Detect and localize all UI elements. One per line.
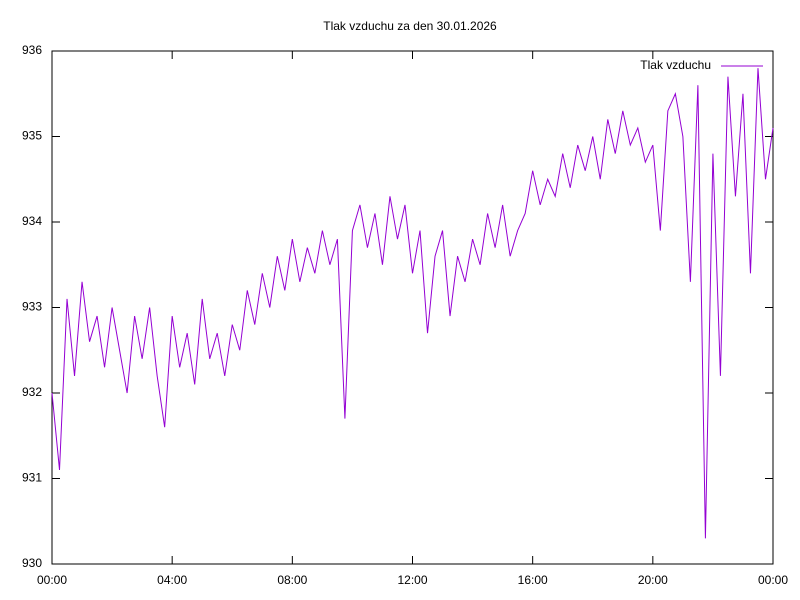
x-tick-label: 00:00	[37, 573, 67, 587]
plot-border	[51, 50, 774, 565]
y-tick-label: 935	[22, 129, 42, 143]
y-tick-label: 934	[22, 214, 42, 228]
x-tick-label: 20:00	[638, 573, 668, 587]
x-tick-label: 08:00	[277, 573, 307, 587]
x-tick-label: 16:00	[518, 573, 548, 587]
chart-title: Tlak vzduchu za den 30.01.2026	[323, 19, 497, 33]
x-tick-label: 00:00	[758, 573, 788, 587]
x-tick-label: 12:00	[397, 573, 427, 587]
data-line	[51, 68, 774, 539]
legend-label: Tlak vzduchu	[640, 58, 711, 72]
y-tick-label: 931	[22, 471, 42, 485]
y-tick-label: 936	[22, 43, 42, 57]
y-tick-label: 930	[22, 556, 42, 570]
y-tick-label: 932	[22, 385, 42, 399]
y-tick-label: 933	[22, 300, 42, 314]
x-tick-label: 04:00	[157, 573, 187, 587]
